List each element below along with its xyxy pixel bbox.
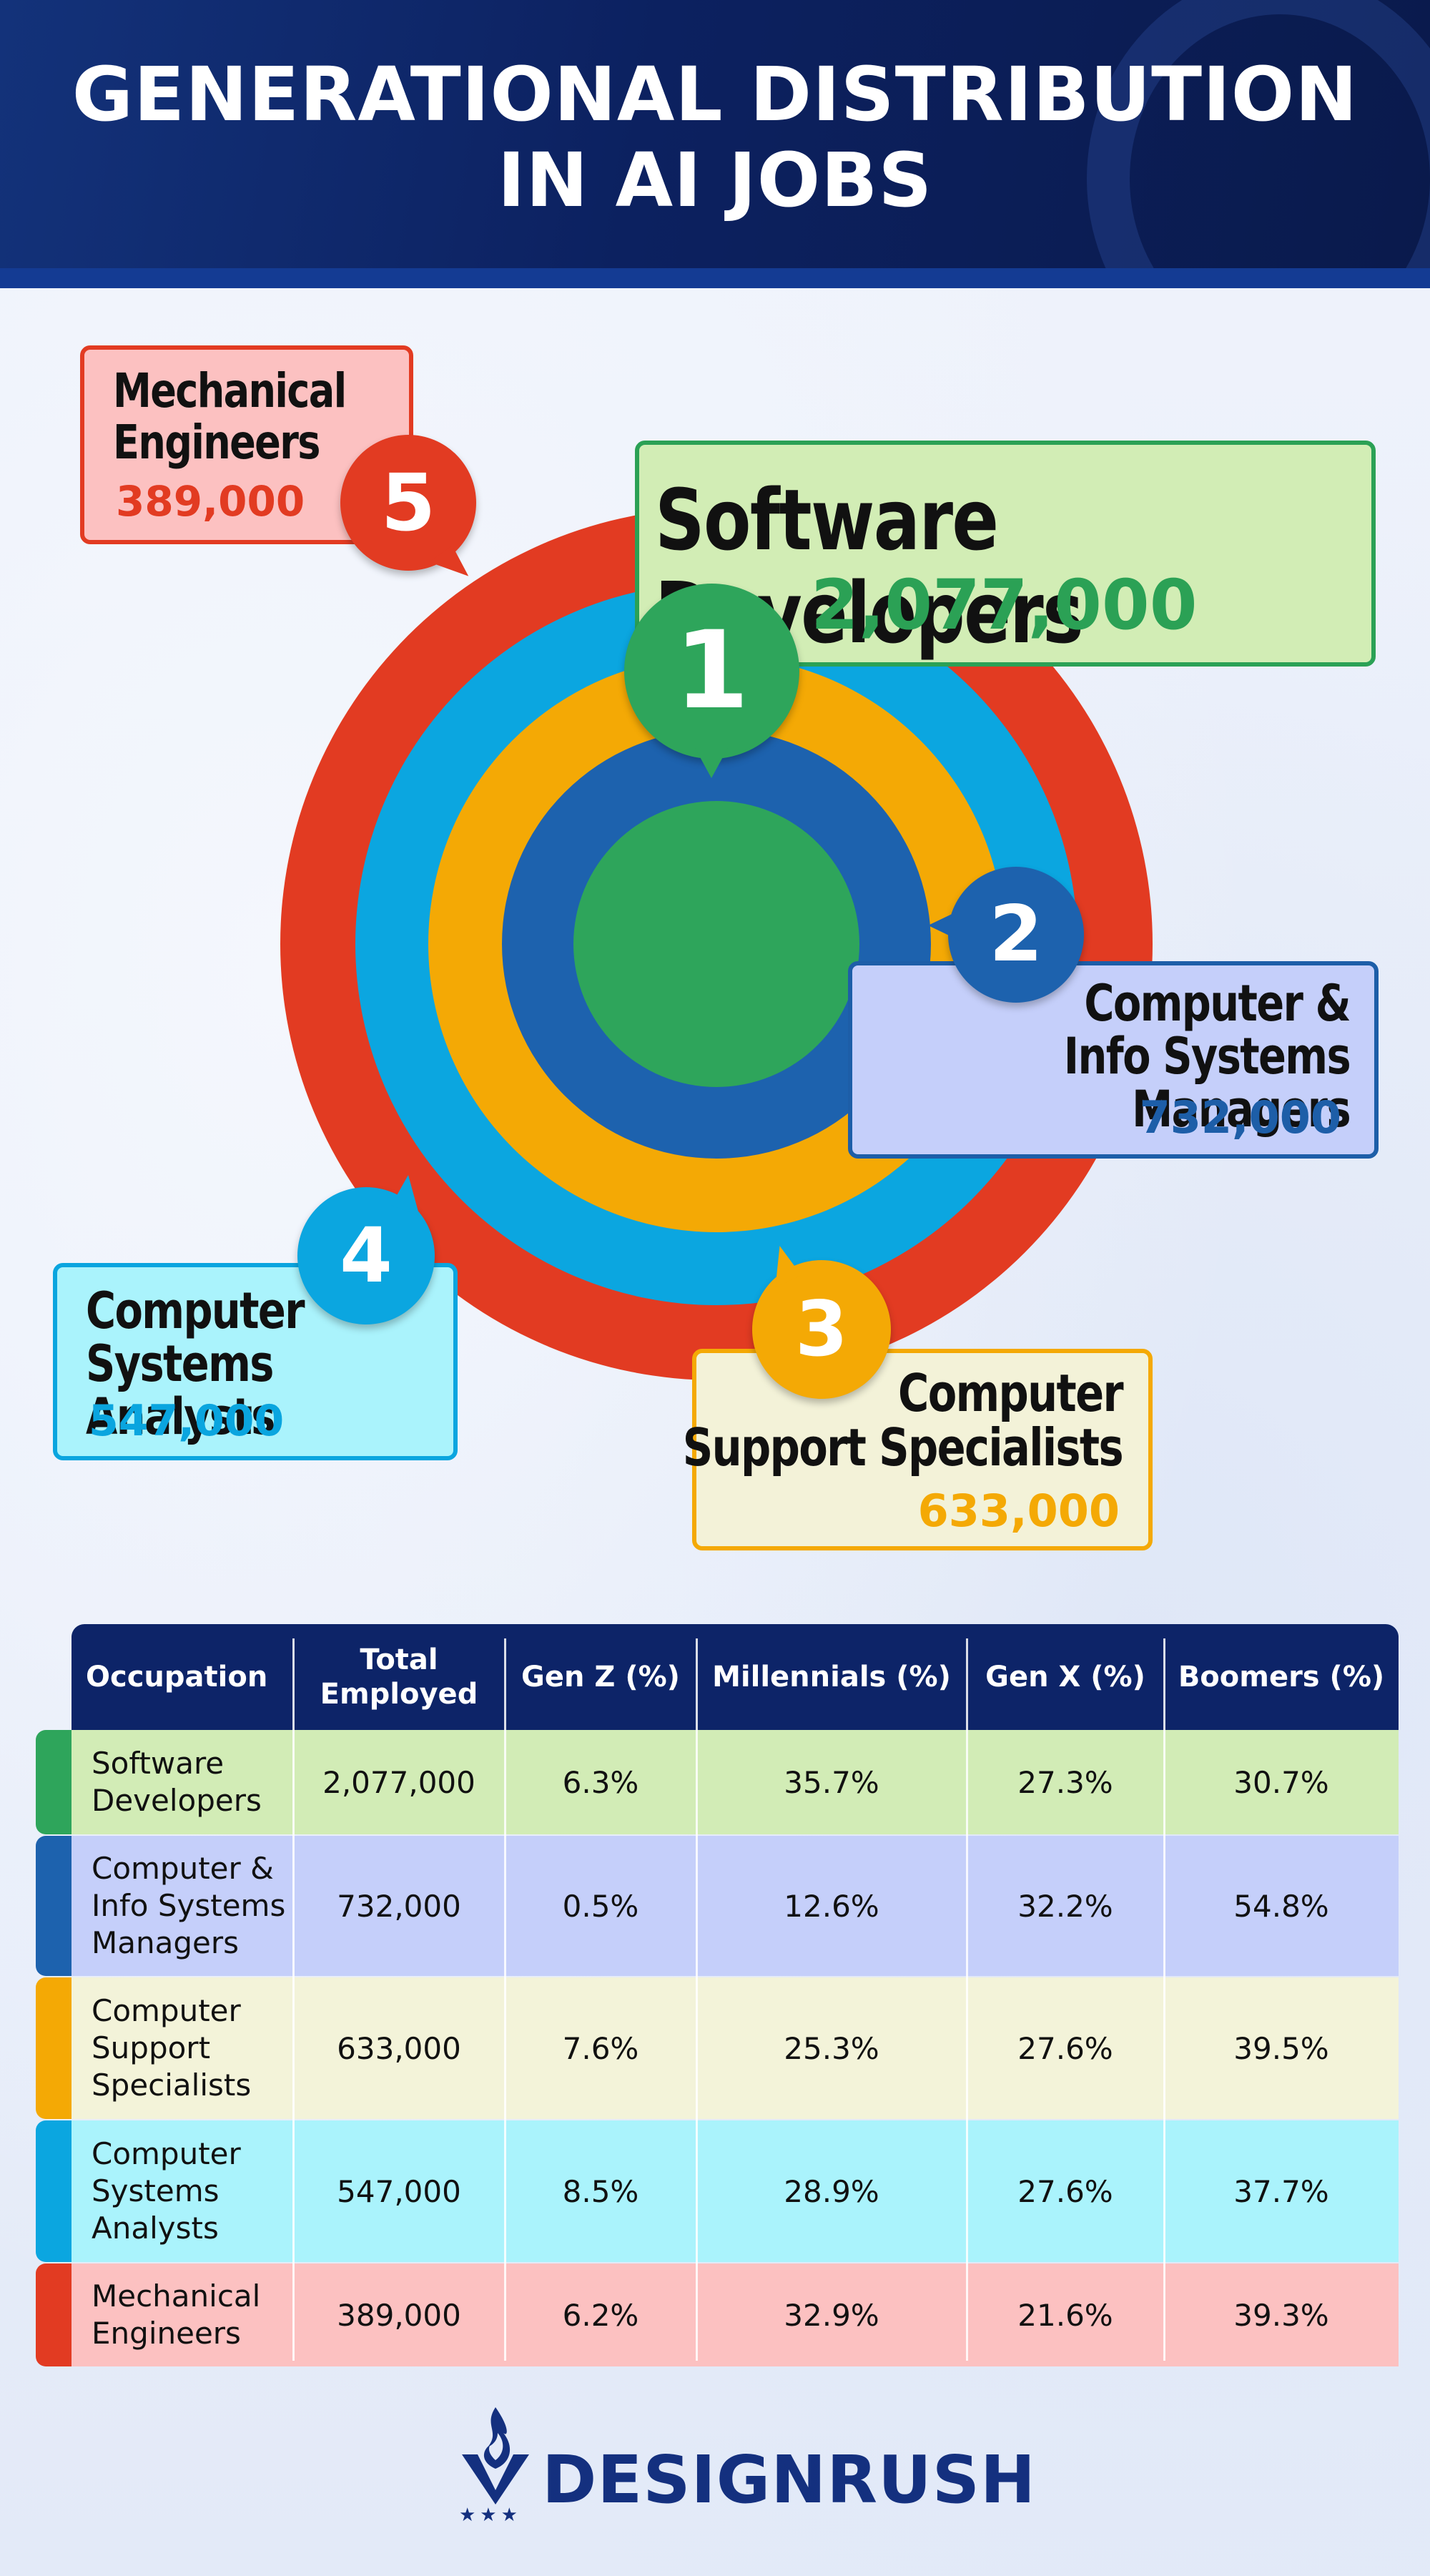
cell-genz: 0.5%: [562, 1888, 639, 1924]
row-body: Computer Systems Analysts 547,000 8.5% 28.9…: [72, 2120, 1399, 2262]
rank-number: 5: [380, 457, 436, 549]
cell-total: 732,000: [337, 1888, 461, 1924]
callout-name: Computer & Info Systems Managers: [1063, 974, 1351, 1139]
callout-value: 547,000: [89, 1396, 285, 1446]
cell-boomers: 30.7%: [1233, 1764, 1329, 1800]
row-color-stripe: [36, 2120, 72, 2262]
cell-genz: 7.6%: [562, 2030, 639, 2066]
callout-mechanical-engineers: Mechanical Engineers 389,000: [80, 345, 413, 544]
table-row: Mechanical Engineers 389,000 6.2% 32.9% 21.6…: [36, 2263, 1399, 2366]
cell-genz: 8.5%: [562, 2173, 639, 2209]
badge-tail: [694, 747, 729, 778]
rank-badge-2: 2: [928, 867, 1084, 1003]
page-title: GENERATIONAL DISTRIBUTION IN AI JOBS: [0, 51, 1430, 223]
header-band: [0, 268, 1430, 288]
cell-genx: 32.2%: [1017, 1888, 1113, 1924]
cell-occupation: Software Developers: [92, 1746, 262, 1818]
cell-millennials: 35.7%: [784, 1764, 879, 1800]
row-body: Software Developers 2,077,000 6.3% 35.7% 27.…: [72, 1730, 1399, 1834]
table-row: Computer Support Specialists 633,000 7.6% 2…: [36, 1977, 1399, 2119]
cell-genz: 6.3%: [562, 1764, 639, 1800]
callout-value: 2,077,000: [811, 565, 1198, 645]
column-divider: [292, 1638, 295, 2361]
column-header-genx: Gen X (%): [985, 1661, 1145, 1693]
flame-shield-icon: [462, 2407, 529, 2504]
column-divider: [504, 1638, 506, 2361]
title-line-1: GENERATIONAL DISTRIBUTION: [72, 51, 1358, 138]
row-body: Computer & Info Systems Managers 732,000 0…: [72, 1836, 1399, 1976]
row-color-stripe: [36, 2263, 72, 2366]
table-header: Occupation Total Employed Gen Z (%) Millenn…: [72, 1624, 1399, 1730]
badge-tail: [928, 910, 961, 941]
rank-number: 4: [340, 1211, 393, 1299]
cell-millennials: 32.9%: [784, 2297, 879, 2333]
rank-number: 1: [674, 609, 749, 733]
rank-number: 3: [795, 1285, 848, 1373]
callout-support-specialists: Computer Support Specialists 633,000: [683, 1349, 1153, 1550]
row-color-stripe: [36, 1836, 72, 1976]
row-color-stripe: [36, 1977, 72, 2119]
cell-boomers: 54.8%: [1233, 1888, 1329, 1924]
table-row: Computer Systems Analysts 547,000 8.5% 28.9…: [36, 2120, 1399, 2262]
logo-text: DESIGNRUSH: [542, 2442, 1037, 2518]
column-header-genz: Gen Z (%): [521, 1661, 680, 1693]
row-body: Computer Support Specialists 633,000 7.6% 2…: [72, 1977, 1399, 2119]
column-header-boomers: Boomers (%): [1178, 1661, 1385, 1693]
rank-badge-5: 5: [340, 435, 476, 591]
header-banner: GENERATIONAL DISTRIBUTION IN AI JOBS: [0, 0, 1430, 268]
title-line-2: IN AI JOBS: [497, 137, 933, 224]
cell-boomers: 39.5%: [1233, 2030, 1329, 2066]
cell-total: 389,000: [337, 2297, 461, 2333]
column-header-millennials: Millennials (%): [712, 1661, 951, 1693]
cell-millennials: 25.3%: [784, 2030, 879, 2066]
callout-name: Computer Systems Analysts: [86, 1282, 305, 1446]
column-divider: [696, 1638, 698, 2361]
column-divider: [1163, 1638, 1165, 2361]
callout-info-systems-managers: Computer & Info Systems Managers 732,000: [848, 961, 1379, 1159]
cell-genx: 21.6%: [1017, 2297, 1113, 2333]
cell-occupation: Computer Systems Analysts: [92, 2136, 241, 2246]
callout-value: 732,000: [1139, 1091, 1341, 1144]
rank-number: 2: [989, 890, 1043, 979]
cell-millennials: 12.6%: [784, 1888, 879, 1924]
cell-boomers: 39.3%: [1233, 2297, 1329, 2333]
row-color-stripe: [36, 1730, 72, 1834]
row-body: Mechanical Engineers 389,000 6.2% 32.9% 21.6…: [72, 2263, 1399, 2366]
ring-software-developers: [573, 801, 859, 1087]
cell-occupation: Computer & Info Systems Managers: [92, 1851, 286, 1960]
cell-occupation: Computer Support Specialists: [92, 1993, 252, 2103]
callout-value: 633,000: [917, 1485, 1120, 1537]
cell-occupation: Mechanical Engineers: [92, 2278, 261, 2351]
cell-total: 2,077,000: [322, 1764, 475, 1800]
callout-name: Mechanical Engineers: [113, 363, 347, 470]
cell-genx: 27.3%: [1017, 1764, 1113, 1800]
cell-total: 547,000: [337, 2173, 461, 2209]
cell-genz: 6.2%: [562, 2297, 639, 2333]
rank-badge-3: 3: [752, 1242, 891, 1399]
cell-genx: 27.6%: [1017, 2173, 1113, 2209]
rank-badge-4: 4: [297, 1173, 435, 1324]
column-header-total: Total Employed: [320, 1643, 478, 1711]
table-row: Software Developers 2,077,000 6.3% 35.7% 27.…: [36, 1730, 1399, 1834]
cell-total: 633,000: [337, 2030, 461, 2066]
cell-genx: 27.6%: [1017, 2030, 1113, 2066]
rank-badge-1: 1: [624, 584, 799, 778]
callout-name: Computer Support Specialists: [682, 1363, 1124, 1478]
logo-stars: ★★★: [459, 2504, 522, 2526]
cell-boomers: 37.7%: [1233, 2173, 1329, 2209]
designrush-logo: ★★★ DESIGNRUSH: [456, 2404, 1035, 2533]
table-row: Computer & Info Systems Managers 732,000 0…: [36, 1836, 1399, 1976]
callout-value: 389,000: [116, 477, 305, 526]
column-divider: [966, 1638, 968, 2361]
column-header-occupation: Occupation: [86, 1661, 268, 1693]
cell-millennials: 28.9%: [784, 2173, 879, 2209]
